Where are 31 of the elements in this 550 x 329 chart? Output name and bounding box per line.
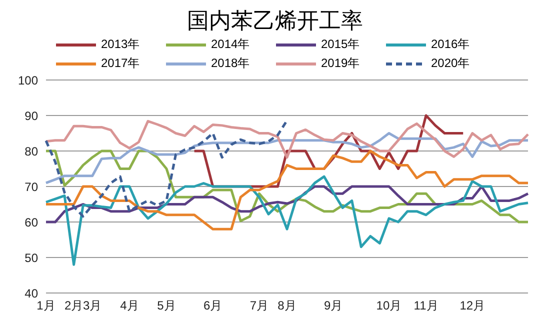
chart-title: 国内苯乙烯开工率 <box>186 8 364 36</box>
x-tick-label: 3月 <box>83 298 102 313</box>
legend-label: 2017年 <box>101 55 140 72</box>
x-tick-label: 10月 <box>376 298 402 313</box>
legend-label: 2016年 <box>431 36 470 53</box>
x-tick-label: 8月 <box>278 298 296 313</box>
legend-label: 2015年 <box>321 36 360 53</box>
x-tick-label: 6月 <box>204 298 222 313</box>
y-tick-label: 60 <box>24 215 38 230</box>
y-tick-label: 50 <box>24 250 38 265</box>
y-tick-label: 40 <box>24 286 38 300</box>
y-tick-label: 80 <box>24 144 38 158</box>
x-tick-label: 5月 <box>157 298 176 313</box>
x-tick-label: 1月 <box>36 298 56 313</box>
line-series <box>44 175 530 266</box>
x-tick-label: 9月 <box>324 298 343 313</box>
legend-label: 2018年 <box>211 55 250 72</box>
x-tick-label: 4月 <box>120 298 139 313</box>
line-series <box>44 120 530 159</box>
legend-label: 2020年 <box>431 55 470 72</box>
x-tick-label: 12月 <box>460 298 486 313</box>
y-tick-label: 100 <box>18 73 38 88</box>
x-tick-label: 11月 <box>414 298 438 313</box>
legend-label: 2014年 <box>211 36 250 53</box>
y-tick-label: 90 <box>24 108 38 123</box>
line-series <box>44 119 288 218</box>
y-tick-label: 70 <box>24 180 38 194</box>
legend-label: 2019年 <box>321 55 360 72</box>
x-tick-label: 2月 <box>64 298 84 313</box>
x-tick-label: 7月 <box>250 298 269 313</box>
legend-label: 2013年 <box>101 36 140 53</box>
